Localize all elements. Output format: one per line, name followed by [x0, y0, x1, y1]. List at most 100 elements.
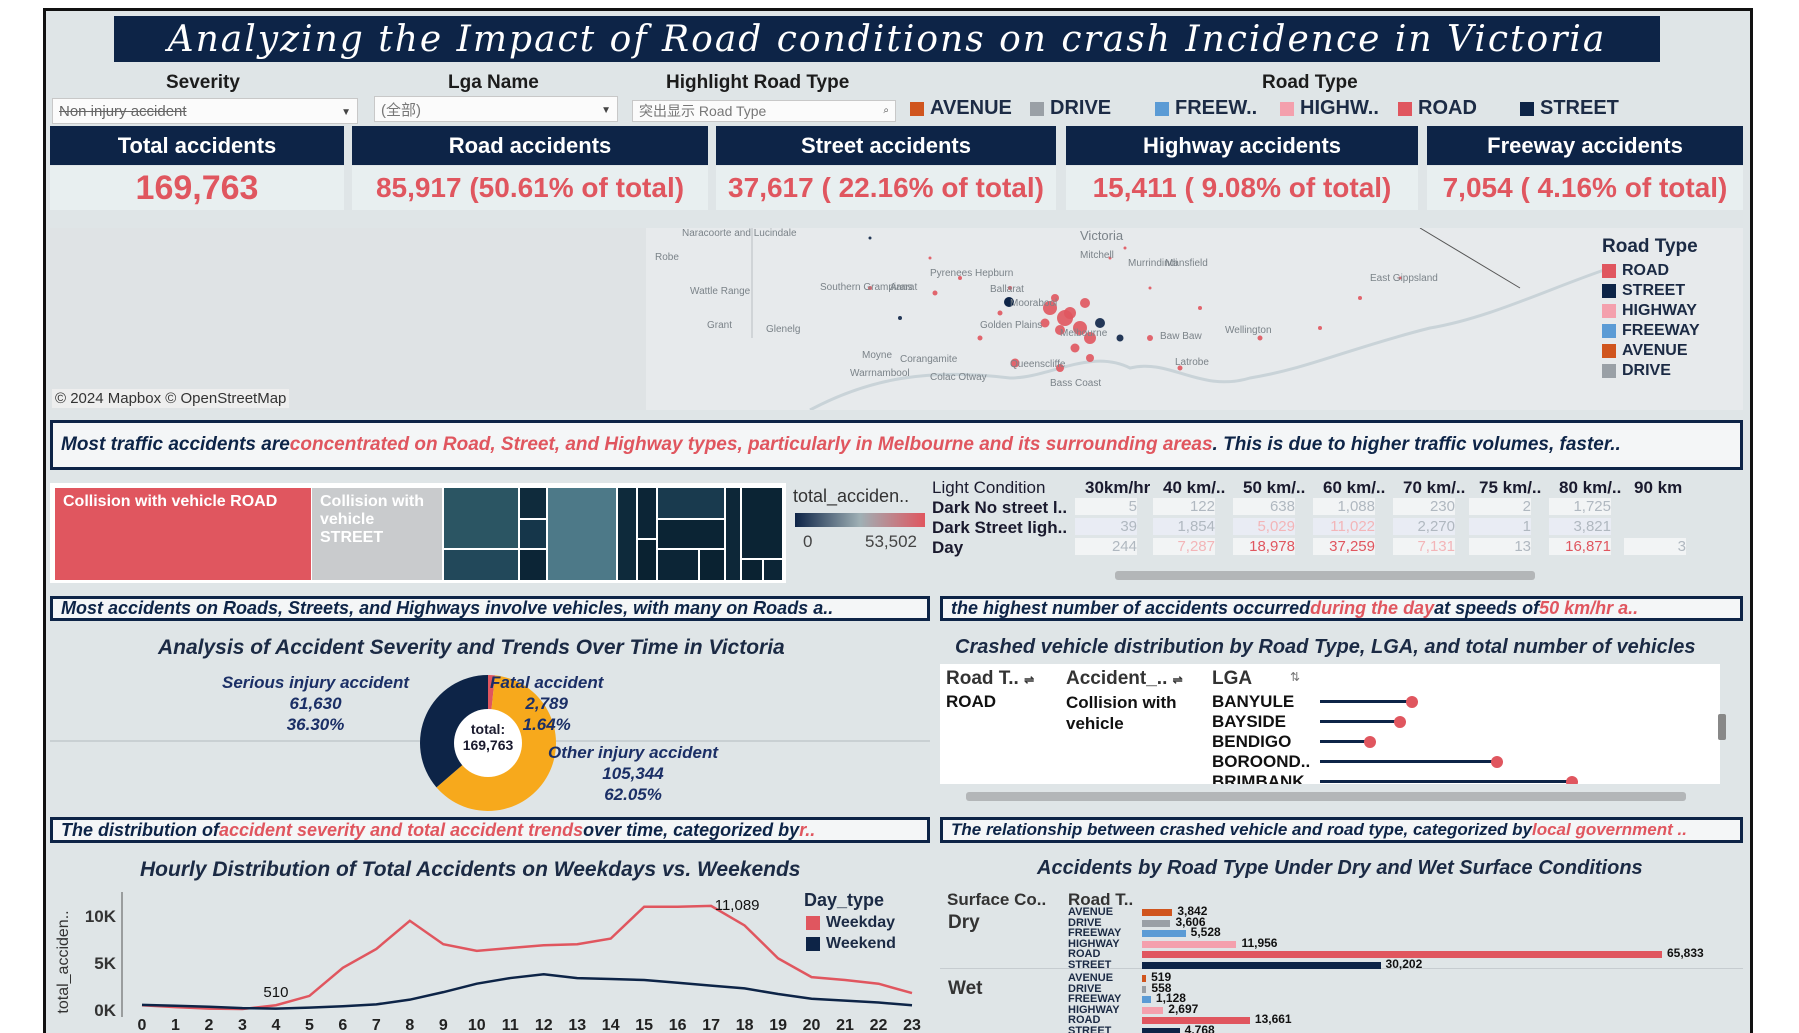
- table-cell[interactable]: 37,259: [1313, 538, 1375, 555]
- day-type-legend-item[interactable]: Weekend: [806, 935, 896, 953]
- lollipop-dot[interactable]: [1394, 716, 1406, 728]
- road-type-legend-item[interactable]: AVENUE: [910, 97, 1012, 120]
- lollipop-dot[interactable]: [1406, 696, 1418, 708]
- map-legend-item[interactable]: AVENUE: [1602, 342, 1688, 360]
- lga-label[interactable]: BAYSIDE: [1212, 712, 1287, 731]
- table-cell[interactable]: 16,871: [1549, 538, 1611, 555]
- note-text: The relationship between crashed vehicle…: [951, 820, 1532, 839]
- table-column-header[interactable]: 90 km: [1634, 478, 1683, 497]
- sort-icon[interactable]: ⇅: [1290, 670, 1301, 684]
- map-dot: [898, 316, 902, 320]
- table-column-header[interactable]: 50 km/..: [1243, 478, 1306, 497]
- legend-label: ROAD: [1622, 262, 1670, 279]
- dashboard-title: Analyzing the Impact of Road conditions …: [114, 16, 1660, 62]
- lga-label[interactable]: BOROOND..: [1212, 752, 1311, 771]
- table-column-header[interactable]: 70 km/..: [1403, 478, 1466, 497]
- map-legend-item[interactable]: ROAD: [1602, 262, 1669, 280]
- table-cell[interactable]: 1,725: [1549, 498, 1611, 515]
- lga-label[interactable]: BRIMBANK: [1212, 772, 1305, 784]
- surface-bar[interactable]: [1142, 975, 1147, 982]
- table-cell[interactable]: 244: [1075, 538, 1137, 555]
- table-cell[interactable]: 5: [1075, 498, 1137, 515]
- bar-value-label: 1,128: [1155, 991, 1186, 1005]
- map-legend-item[interactable]: DRIVE: [1602, 362, 1671, 380]
- note-text: The distribution of: [61, 819, 219, 840]
- table-cell[interactable]: 39: [1075, 518, 1137, 535]
- table-column-header[interactable]: 40 km/..: [1163, 478, 1226, 497]
- lollipop-dot[interactable]: [1566, 776, 1578, 784]
- lga-label[interactable]: BANYULE: [1212, 692, 1295, 711]
- treemap[interactable]: Collision with vehicle ROAD Collision wi…: [50, 483, 786, 583]
- surface-bar[interactable]: [1142, 996, 1151, 1003]
- table-cell[interactable]: 3: [1624, 538, 1686, 555]
- table-column-header[interactable]: 30km/hr: [1085, 478, 1151, 497]
- map-legend-item[interactable]: FREEWAY: [1602, 322, 1700, 340]
- table-column-header[interactable]: 60 km/..: [1323, 478, 1386, 497]
- table-cell[interactable]: 5,029: [1233, 518, 1295, 535]
- surface-bar[interactable]: [1142, 940, 1237, 948]
- kpi-title: Freeway accidents: [1427, 126, 1743, 165]
- day-type-legend-item[interactable]: Weekday: [806, 914, 895, 932]
- road-type-legend-item[interactable]: STREET: [1520, 97, 1619, 120]
- accident-map[interactable]: Victoria Robe Naracoorte and Lucindale Watt…: [50, 228, 1743, 410]
- table-column-header[interactable]: 80 km/..: [1559, 478, 1622, 497]
- surface-bar[interactable]: [1142, 985, 1147, 993]
- surface-bar[interactable]: [1142, 951, 1662, 958]
- severity-donut[interactable]: [418, 673, 558, 813]
- surface-bar[interactable]: [1142, 919, 1171, 927]
- surface-bar-chart[interactable]: Dry AVENUE 3,842 DRIVE 3,606 FREEWAY 5,528 HIGH…: [940, 904, 1743, 1033]
- table-column-header[interactable]: 75 km/..: [1479, 478, 1542, 497]
- surface-bar[interactable]: [1142, 961, 1381, 969]
- road-type-legend-item[interactable]: DRIVE: [1030, 97, 1111, 120]
- road-type-legend-item[interactable]: FREEW..: [1155, 97, 1257, 120]
- table-cell[interactable]: 13: [1469, 538, 1531, 555]
- weekend-line: [141, 973, 913, 1010]
- table-cell[interactable]: 2,270: [1393, 518, 1455, 535]
- map-dot: [1084, 332, 1096, 344]
- table-cell[interactable]: 1,088: [1313, 498, 1375, 515]
- map-dot: [1108, 256, 1112, 260]
- lollipop-dot[interactable]: [1491, 756, 1503, 768]
- legend-label: FREEWAY: [1622, 322, 1700, 339]
- table-cell[interactable]: 11,022: [1313, 518, 1375, 535]
- table-cell[interactable]: 18,978: [1233, 538, 1295, 555]
- road-type-legend-item[interactable]: HIGHW..: [1280, 97, 1379, 120]
- table-cell[interactable]: 3,821: [1549, 518, 1611, 535]
- surface-bar[interactable]: [1142, 1017, 1250, 1024]
- lga-h-scrollbar[interactable]: [966, 792, 1686, 801]
- table-cell[interactable]: 7,131: [1393, 538, 1455, 555]
- table-h-scrollbar[interactable]: [1115, 571, 1535, 580]
- table-cell[interactable]: 1: [1469, 518, 1531, 535]
- table-cell[interactable]: 122: [1153, 498, 1215, 515]
- severity-select[interactable]: Non injury accident ▼: [52, 98, 358, 124]
- surface-bar[interactable]: [1142, 1027, 1180, 1033]
- x-tick-label: 10: [468, 1017, 486, 1033]
- road-type-label: Road Type: [1262, 72, 1358, 93]
- lollipop-dot[interactable]: [1364, 736, 1376, 748]
- surface-bar[interactable]: [1142, 909, 1173, 916]
- table-cell[interactable]: 7,287: [1153, 538, 1215, 555]
- map-legend-item[interactable]: HIGHWAY: [1602, 302, 1697, 320]
- table-cell[interactable]: 230: [1393, 498, 1455, 515]
- lga-rows: BANYULE BAYSIDE BENDIGO BOROOND.. BRIMBANK: [940, 664, 1720, 784]
- table-cell[interactable]: 1,854: [1153, 518, 1215, 535]
- lga-chart[interactable]: Road T.. ⇌ Accident_.. ⇌ LGA ⇅ ROAD Coll…: [940, 664, 1726, 784]
- treemap-cell-street[interactable]: Collision with vehicle STREET: [312, 488, 442, 580]
- surface-bar[interactable]: [1142, 930, 1186, 937]
- surface-bar[interactable]: [1142, 1006, 1164, 1014]
- treemap-cell-road[interactable]: Collision with vehicle ROAD: [55, 488, 311, 580]
- accident-type-value: Collision with vehicle: [1066, 693, 1177, 733]
- map-legend-item[interactable]: STREET: [1602, 282, 1685, 300]
- map-dot: [1064, 307, 1076, 319]
- table-cell[interactable]: 2: [1469, 498, 1531, 515]
- table-cell[interactable]: 638: [1233, 498, 1295, 515]
- lga-label[interactable]: BENDIGO: [1212, 732, 1292, 751]
- road-type-legend-item[interactable]: ROAD: [1398, 97, 1477, 120]
- day-type-legend-title: Day_type: [804, 890, 885, 910]
- col-accident-text: Accident_..: [1066, 668, 1168, 689]
- highlight-input[interactable]: 突出显示 Road Type ⌕: [632, 100, 896, 122]
- lga-select[interactable]: (全部) ▼: [374, 96, 618, 122]
- x-tick-label: 8: [405, 1017, 414, 1033]
- lga-v-scrollbar[interactable]: [1718, 714, 1726, 740]
